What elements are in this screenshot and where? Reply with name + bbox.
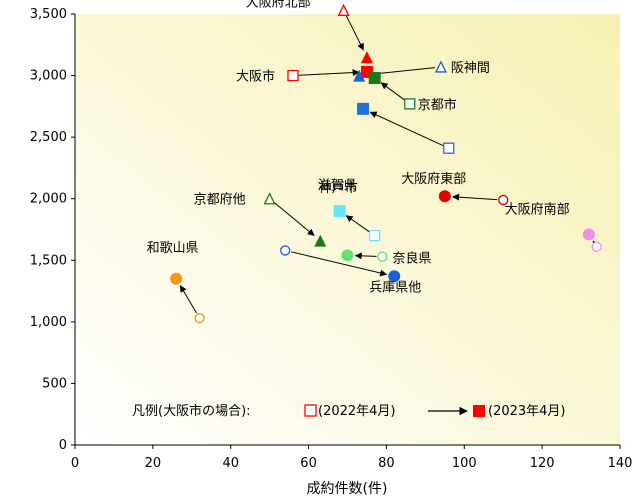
marker-2023 bbox=[582, 228, 595, 241]
point-label: 大阪府北部 bbox=[246, 0, 311, 10]
data-markers bbox=[170, 3, 602, 324]
legend-prefix: 凡例(大阪市の場合): bbox=[132, 403, 251, 419]
x-tick-label: 80 bbox=[378, 456, 395, 471]
x-tick-label: 60 bbox=[300, 456, 317, 471]
y-tick-label: 500 bbox=[42, 376, 67, 391]
marker-2023 bbox=[341, 249, 354, 262]
movement-arrows bbox=[179, 15, 600, 314]
move-arrow bbox=[345, 15, 364, 51]
y-tick-label: 1,500 bbox=[30, 253, 67, 268]
marker-2022 bbox=[337, 3, 350, 16]
marker-2023 bbox=[353, 69, 366, 82]
legend-2022-label: (2022年4月) bbox=[318, 404, 396, 419]
marker-2023 bbox=[388, 270, 401, 283]
y-tick-label: 2,500 bbox=[30, 130, 67, 145]
move-arrow bbox=[354, 252, 377, 260]
point-label: 阪神間 bbox=[451, 61, 490, 76]
marker-2023 bbox=[357, 102, 370, 115]
move-arrow bbox=[179, 285, 197, 314]
legend-2023-label: (2023年4月) bbox=[488, 404, 566, 419]
y-tick-label: 2,000 bbox=[30, 192, 67, 207]
y-tick-label: 3,500 bbox=[30, 7, 67, 22]
x-tick-label: 20 bbox=[145, 456, 162, 471]
marker-2022 bbox=[434, 60, 447, 73]
point-label: 大阪府南部 bbox=[505, 202, 570, 218]
legend-2022-marker bbox=[304, 404, 317, 417]
plot-background bbox=[75, 14, 620, 445]
marker-2022 bbox=[263, 192, 276, 205]
move-arrow bbox=[452, 193, 498, 201]
x-tick-label: 140 bbox=[608, 456, 633, 471]
marker-2022 bbox=[443, 142, 455, 154]
marker-2022 bbox=[194, 313, 205, 324]
move-arrow bbox=[273, 202, 315, 236]
point-label: 奈良県 bbox=[393, 251, 432, 267]
x-axis-ticks: 0 20 40 60 80 100 120 140 bbox=[71, 445, 633, 471]
marker-2023 bbox=[360, 51, 373, 64]
marker-2023 bbox=[170, 272, 183, 285]
point-label: 京都府他 bbox=[194, 193, 246, 208]
marker-2022 bbox=[404, 98, 416, 110]
marker-2022 bbox=[377, 251, 388, 262]
marker-2022 bbox=[287, 69, 299, 82]
y-tick-label: 0 bbox=[59, 438, 67, 453]
legend: 凡例(大阪市の場合): (2022年4月) (2023年4月) bbox=[132, 403, 566, 419]
point-label: 大阪府東部 bbox=[401, 171, 466, 187]
marker-2022 bbox=[369, 230, 381, 242]
move-arrow bbox=[298, 69, 360, 77]
move-arrow bbox=[369, 111, 444, 147]
move-arrow bbox=[345, 215, 371, 233]
marker-2022 bbox=[591, 241, 602, 252]
marker-2023 bbox=[438, 190, 451, 203]
x-tick-label: 40 bbox=[222, 456, 239, 471]
x-tick-label: 0 bbox=[71, 456, 79, 471]
marker-2023 bbox=[333, 205, 346, 218]
y-axis-ticks: 0 500 1,000 1,500 2,000 2,500 3,000 3,500 bbox=[30, 7, 75, 453]
marker-2023 bbox=[314, 234, 327, 247]
move-arrow bbox=[380, 82, 406, 101]
point-label: 兵庫県他 bbox=[369, 280, 421, 295]
y-tick-label: 1,000 bbox=[30, 315, 67, 330]
x-tick-label: 100 bbox=[452, 456, 477, 471]
marker-2022 bbox=[280, 245, 291, 256]
point-label: 滋賀県 bbox=[318, 179, 357, 194]
y-tick-label: 3,000 bbox=[30, 69, 67, 84]
x-tick-label: 120 bbox=[530, 456, 555, 471]
marker-2022 bbox=[498, 194, 509, 206]
point-label: 京都市 bbox=[418, 97, 457, 113]
point-label: 大阪市 bbox=[236, 69, 275, 85]
move-arrow bbox=[290, 251, 388, 277]
legend-2023-marker bbox=[473, 405, 485, 417]
point-label: 和歌山県 bbox=[147, 241, 199, 256]
x-axis-label: 成約件数(件) bbox=[307, 481, 388, 497]
marker-2023 bbox=[368, 72, 381, 85]
point-label: 神戸市 bbox=[319, 180, 358, 196]
